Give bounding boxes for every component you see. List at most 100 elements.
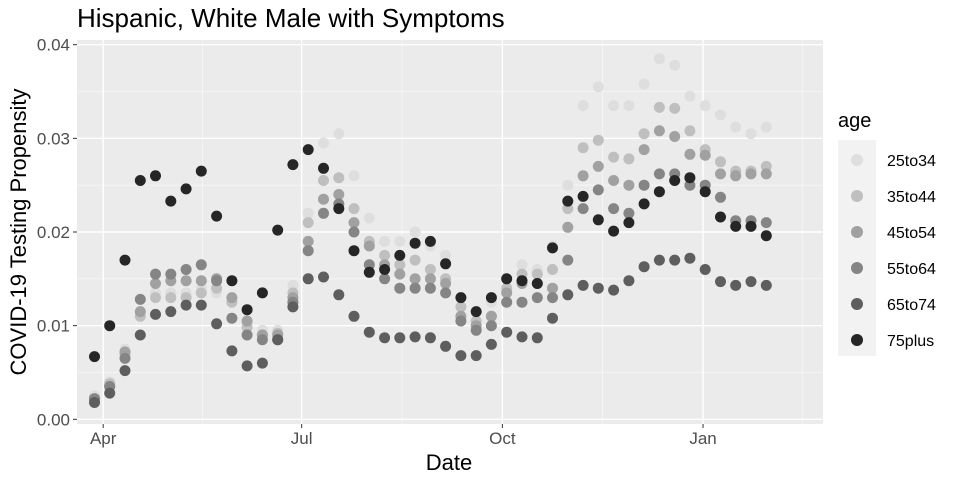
data-point [287, 301, 299, 313]
data-point [699, 186, 711, 198]
data-point [440, 340, 452, 352]
data-point [608, 175, 620, 186]
data-point [516, 331, 528, 343]
data-point [684, 172, 696, 184]
legend: age 25to34 35to44 45to54 55to64 65to74 75plus [838, 110, 936, 356]
data-point [440, 287, 452, 299]
x-tick-label: Jul [291, 429, 313, 448]
data-point [302, 144, 314, 156]
legend-label: 45to54 [887, 225, 936, 242]
data-point [623, 275, 635, 287]
data-point [501, 326, 513, 338]
data-point [394, 282, 406, 294]
data-point [745, 276, 757, 288]
data-point [379, 332, 391, 344]
data-point [623, 179, 635, 191]
data-point [440, 249, 452, 261]
data-point [333, 172, 345, 184]
data-point [715, 191, 726, 203]
data-point [653, 168, 665, 180]
data-point [363, 240, 375, 252]
data-point [180, 183, 192, 195]
data-point [394, 249, 406, 261]
data-point [715, 168, 726, 180]
data-point [119, 352, 131, 364]
data-point [195, 165, 207, 177]
data-point [134, 175, 146, 186]
data-point [577, 170, 589, 182]
data-point [455, 301, 467, 313]
data-point [547, 292, 558, 304]
data-point [318, 162, 329, 174]
x-axis-title: Date [426, 450, 472, 475]
data-point [531, 278, 543, 289]
legend-label: 55to64 [887, 261, 936, 278]
data-point [638, 179, 650, 191]
data-point [440, 258, 452, 270]
data-point [730, 279, 742, 291]
data-point [562, 289, 574, 301]
data-point [760, 230, 772, 242]
data-point [394, 268, 406, 280]
data-point [150, 292, 161, 304]
data-point [134, 329, 146, 341]
data-point [165, 268, 177, 280]
data-point [241, 304, 253, 316]
data-point [608, 203, 620, 215]
y-tick-label: 0.04 [37, 36, 70, 55]
y-tick-label: 0.02 [37, 223, 70, 242]
data-point [715, 109, 726, 121]
data-point [455, 315, 467, 327]
data-point [150, 268, 161, 280]
data-point [302, 273, 314, 285]
data-point [638, 144, 650, 156]
data-point [730, 220, 742, 232]
x-tick-label: Oct [489, 429, 516, 448]
data-point [485, 320, 497, 332]
data-point [653, 101, 665, 113]
data-point [485, 310, 497, 322]
data-point [104, 387, 116, 399]
data-point [592, 184, 604, 196]
data-point [669, 254, 681, 266]
data-point [501, 296, 513, 308]
data-point [562, 254, 574, 266]
data-point [379, 273, 391, 285]
data-point [302, 235, 314, 247]
data-point [318, 207, 329, 219]
legend-label: 75plus [887, 333, 934, 350]
data-point [669, 131, 681, 142]
data-point [501, 287, 513, 299]
x-axis: Apr Jul Oct Jan [90, 424, 717, 448]
y-axis: 0.00 0.01 0.02 0.03 0.04 [37, 36, 77, 429]
data-point [669, 175, 681, 186]
legend-key-background [838, 140, 876, 356]
data-point [684, 252, 696, 264]
data-point [424, 273, 436, 285]
data-point [409, 282, 421, 294]
data-point [745, 168, 757, 180]
data-point [547, 242, 558, 254]
data-point [638, 198, 650, 210]
data-point [256, 287, 268, 299]
y-tick-label: 0.00 [37, 410, 70, 429]
data-point [134, 293, 146, 305]
data-point [241, 315, 253, 327]
data-point [547, 282, 558, 294]
data-point [195, 259, 207, 271]
data-point [592, 214, 604, 226]
data-point [134, 306, 146, 318]
data-point [318, 175, 329, 186]
data-point [592, 282, 604, 294]
data-point [394, 259, 406, 271]
data-point [226, 275, 238, 287]
data-point [577, 203, 589, 215]
data-point [150, 308, 161, 320]
data-point [318, 137, 329, 149]
data-point [592, 81, 604, 93]
data-point [715, 156, 726, 168]
data-point [531, 292, 543, 304]
y-tick-label: 0.01 [37, 317, 70, 336]
data-point [348, 170, 360, 182]
data-point [165, 306, 177, 318]
